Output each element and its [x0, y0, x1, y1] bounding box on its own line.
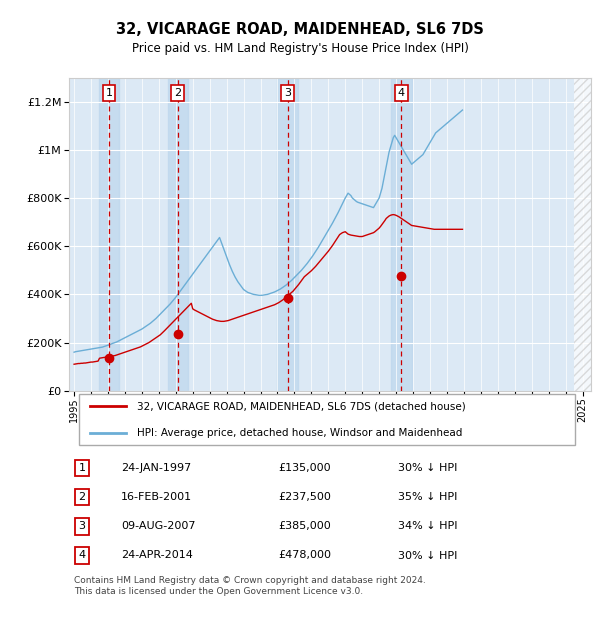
- Bar: [167, 78, 188, 391]
- Text: 24-APR-2014: 24-APR-2014: [121, 551, 193, 560]
- Text: 1: 1: [106, 88, 113, 98]
- Text: 4: 4: [398, 88, 405, 98]
- Text: 32, VICARAGE ROAD, MAIDENHEAD, SL6 7DS (detached house): 32, VICARAGE ROAD, MAIDENHEAD, SL6 7DS (…: [137, 401, 466, 411]
- Text: £478,000: £478,000: [278, 551, 331, 560]
- Bar: [277, 78, 298, 391]
- Text: 24-JAN-1997: 24-JAN-1997: [121, 463, 191, 473]
- Text: 4: 4: [79, 551, 86, 560]
- Text: Contains HM Land Registry data © Crown copyright and database right 2024.
This d: Contains HM Land Registry data © Crown c…: [74, 576, 426, 596]
- Text: 34% ↓ HPI: 34% ↓ HPI: [398, 521, 457, 531]
- Text: 09-AUG-2007: 09-AUG-2007: [121, 521, 196, 531]
- Text: 3: 3: [79, 521, 86, 531]
- Text: 3: 3: [284, 88, 291, 98]
- Bar: [574, 78, 591, 391]
- Bar: [391, 78, 412, 391]
- Text: 16-FEB-2001: 16-FEB-2001: [121, 492, 193, 502]
- Text: 30% ↓ HPI: 30% ↓ HPI: [398, 463, 457, 473]
- Text: 2: 2: [174, 88, 181, 98]
- Text: £135,000: £135,000: [278, 463, 331, 473]
- Text: 32, VICARAGE ROAD, MAIDENHEAD, SL6 7DS: 32, VICARAGE ROAD, MAIDENHEAD, SL6 7DS: [116, 22, 484, 37]
- Text: 30% ↓ HPI: 30% ↓ HPI: [398, 551, 457, 560]
- FancyBboxPatch shape: [79, 394, 575, 445]
- Text: 2: 2: [79, 492, 86, 502]
- Text: 1: 1: [79, 463, 86, 473]
- Text: £237,500: £237,500: [278, 492, 331, 502]
- Text: £385,000: £385,000: [278, 521, 331, 531]
- Text: HPI: Average price, detached house, Windsor and Maidenhead: HPI: Average price, detached house, Wind…: [137, 428, 462, 438]
- Bar: [99, 78, 119, 391]
- Text: Price paid vs. HM Land Registry's House Price Index (HPI): Price paid vs. HM Land Registry's House …: [131, 42, 469, 55]
- Text: 35% ↓ HPI: 35% ↓ HPI: [398, 492, 457, 502]
